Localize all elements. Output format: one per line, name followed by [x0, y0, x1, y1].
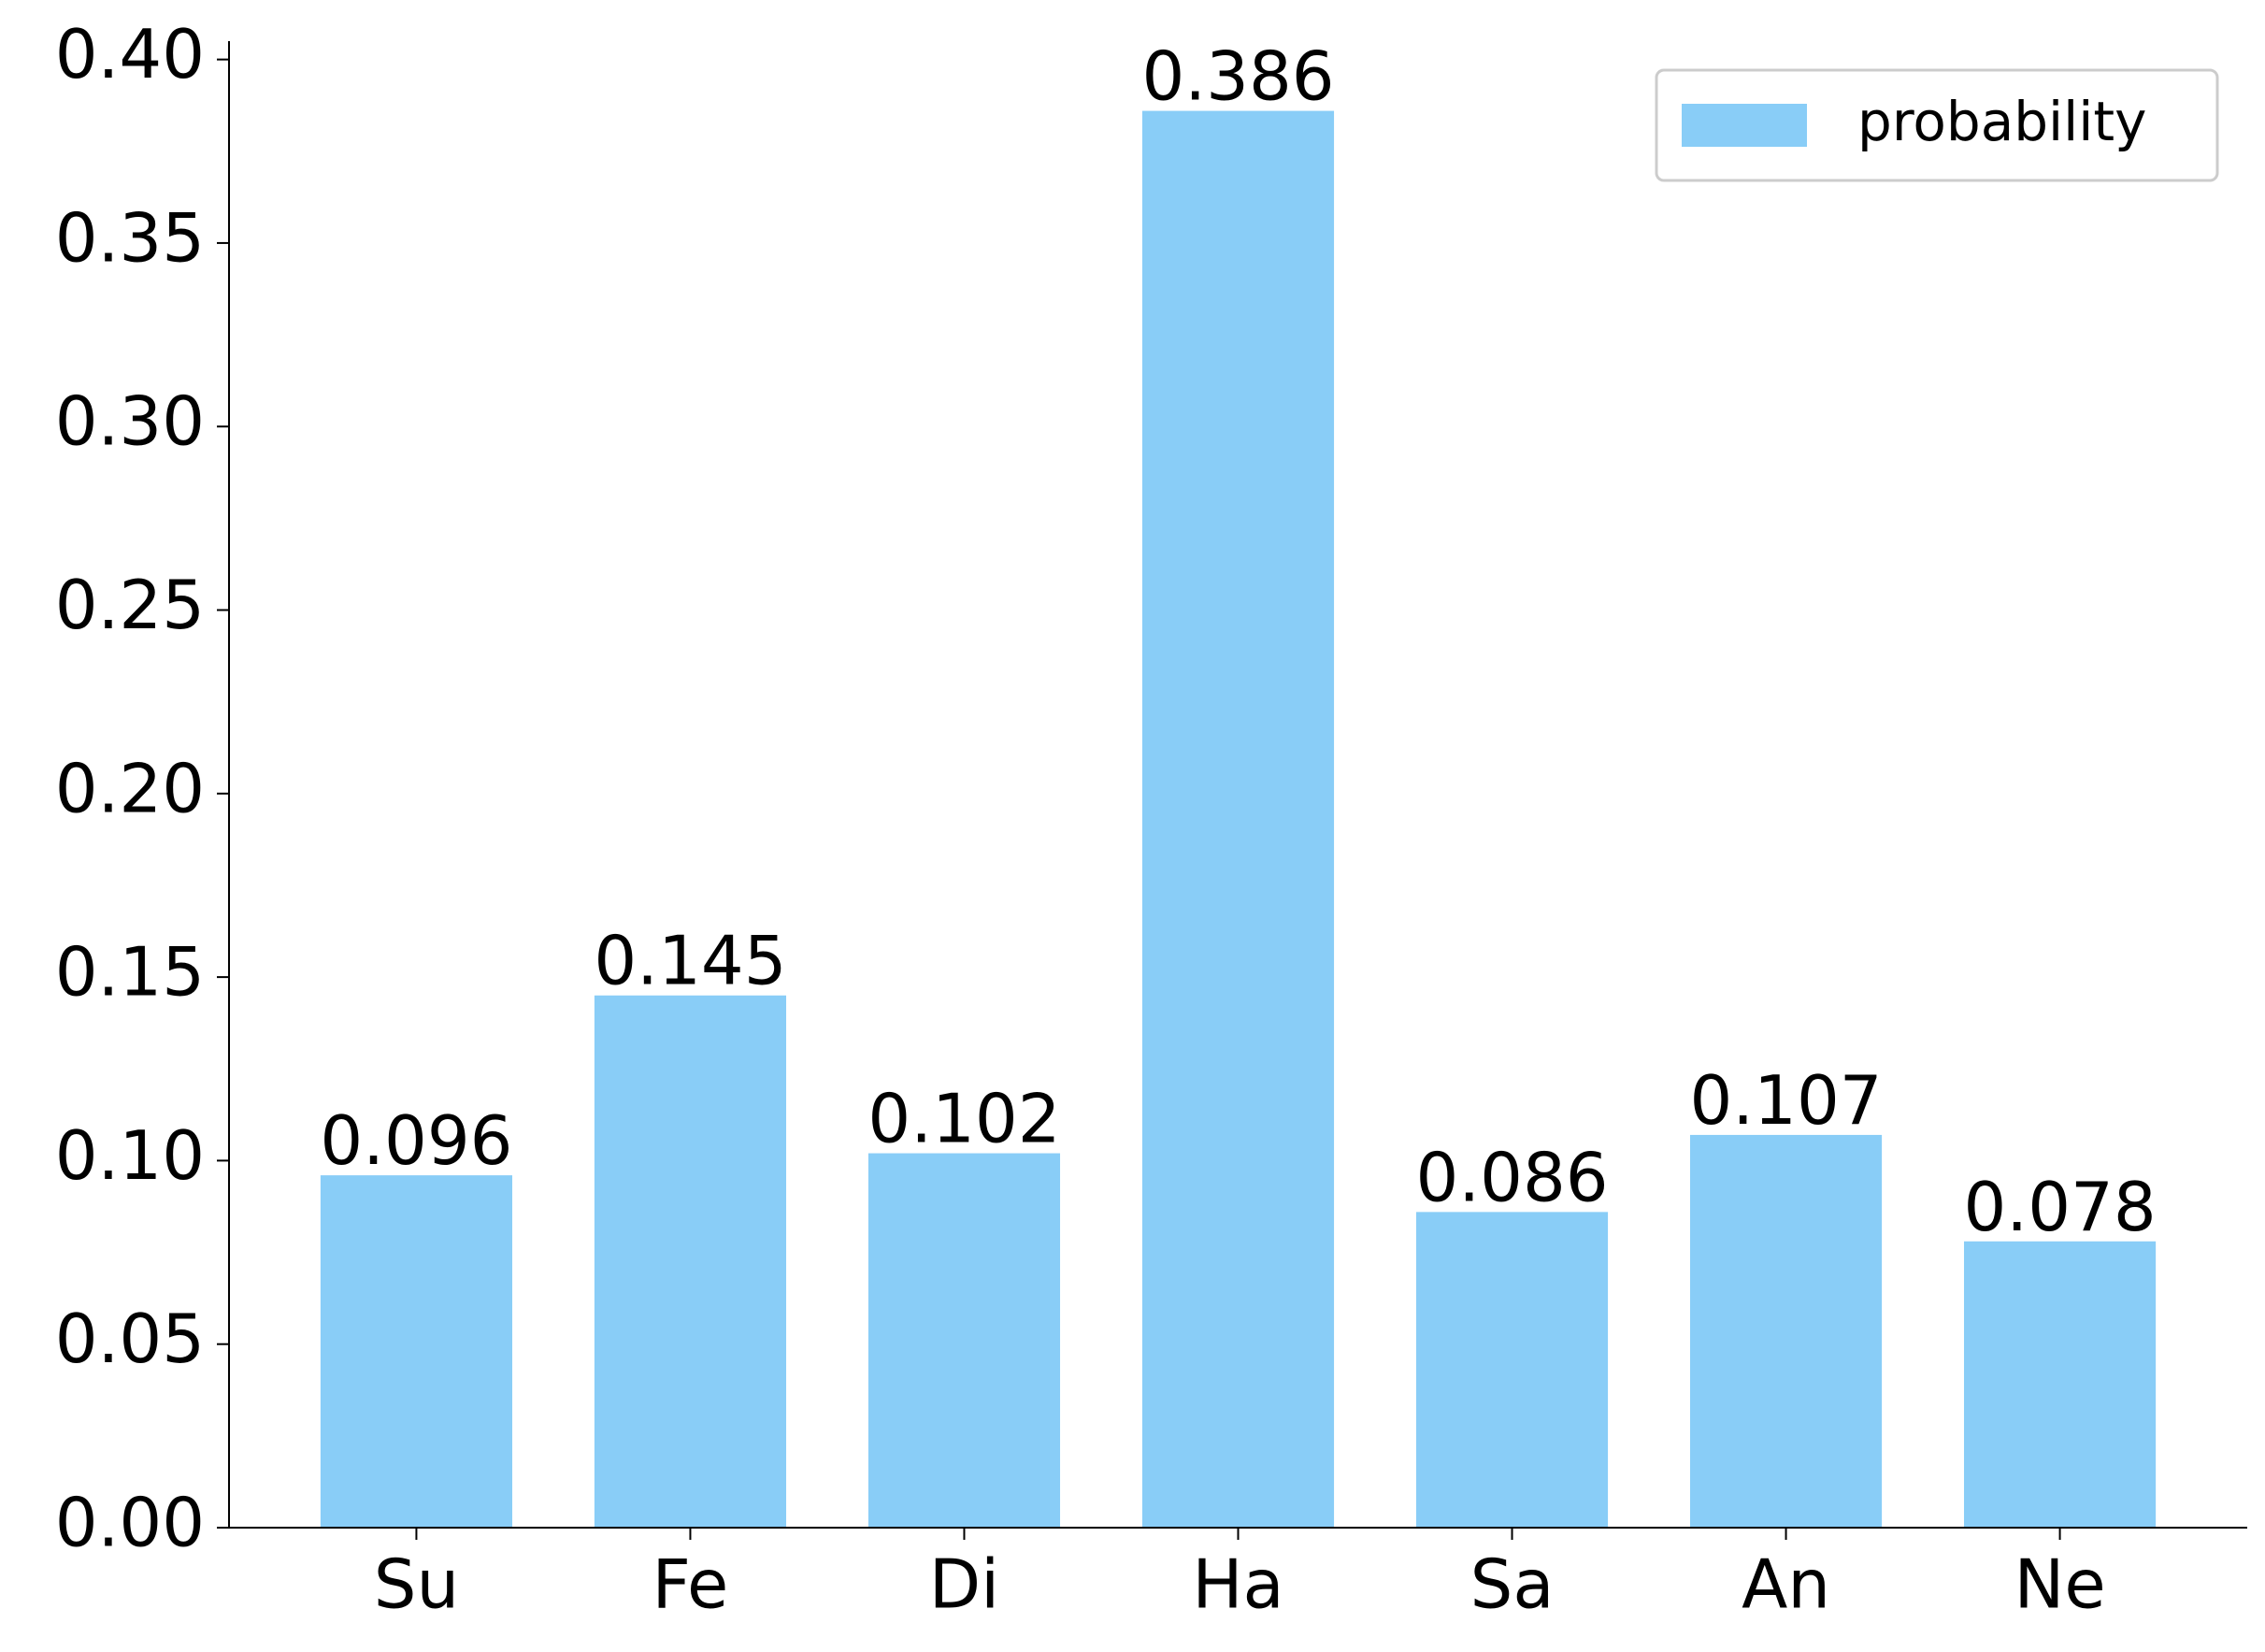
bar [1141, 110, 1335, 1529]
value-label: 0.096 [320, 1101, 512, 1180]
x-tick-label: Ha [1192, 1545, 1283, 1624]
value-label: 0.078 [1964, 1168, 2157, 1246]
value-label: 0.086 [1415, 1138, 1608, 1216]
x-tick-label: Su [374, 1545, 459, 1624]
legend-box [1655, 68, 2219, 182]
y-tick-label: 0.30 [55, 382, 205, 461]
value-label: 0.107 [1689, 1061, 1882, 1140]
y-tick-label: 0.20 [55, 749, 205, 827]
x-tick-label: An [1742, 1545, 1830, 1624]
value-label: 0.145 [594, 922, 786, 1000]
y-tick-label: 0.40 [55, 15, 205, 93]
y-tick-label: 0.15 [55, 933, 205, 1012]
bar [320, 1175, 512, 1528]
y-tick-label: 0.35 [55, 198, 205, 277]
bar [1964, 1241, 2157, 1528]
x-tick-label: Ne [2014, 1545, 2105, 1624]
x-tick-label: Di [929, 1545, 999, 1624]
y-tick-label: 0.00 [55, 1484, 205, 1562]
bar [867, 1153, 1061, 1528]
legend-swatch [1682, 104, 1807, 147]
y-tick-label: 0.25 [55, 566, 205, 644]
bar [594, 995, 787, 1528]
legend-label: probability [1857, 90, 2146, 153]
y-tick-label: 0.05 [55, 1300, 205, 1378]
y-tick-label: 0.10 [55, 1116, 205, 1195]
x-tick-label: Fe [652, 1545, 729, 1624]
x-tick-label: Sa [1470, 1545, 1555, 1624]
value-label: 0.386 [1141, 37, 1334, 116]
bar [1689, 1134, 1883, 1528]
bar [1415, 1212, 1609, 1528]
value-label: 0.102 [867, 1080, 1060, 1158]
